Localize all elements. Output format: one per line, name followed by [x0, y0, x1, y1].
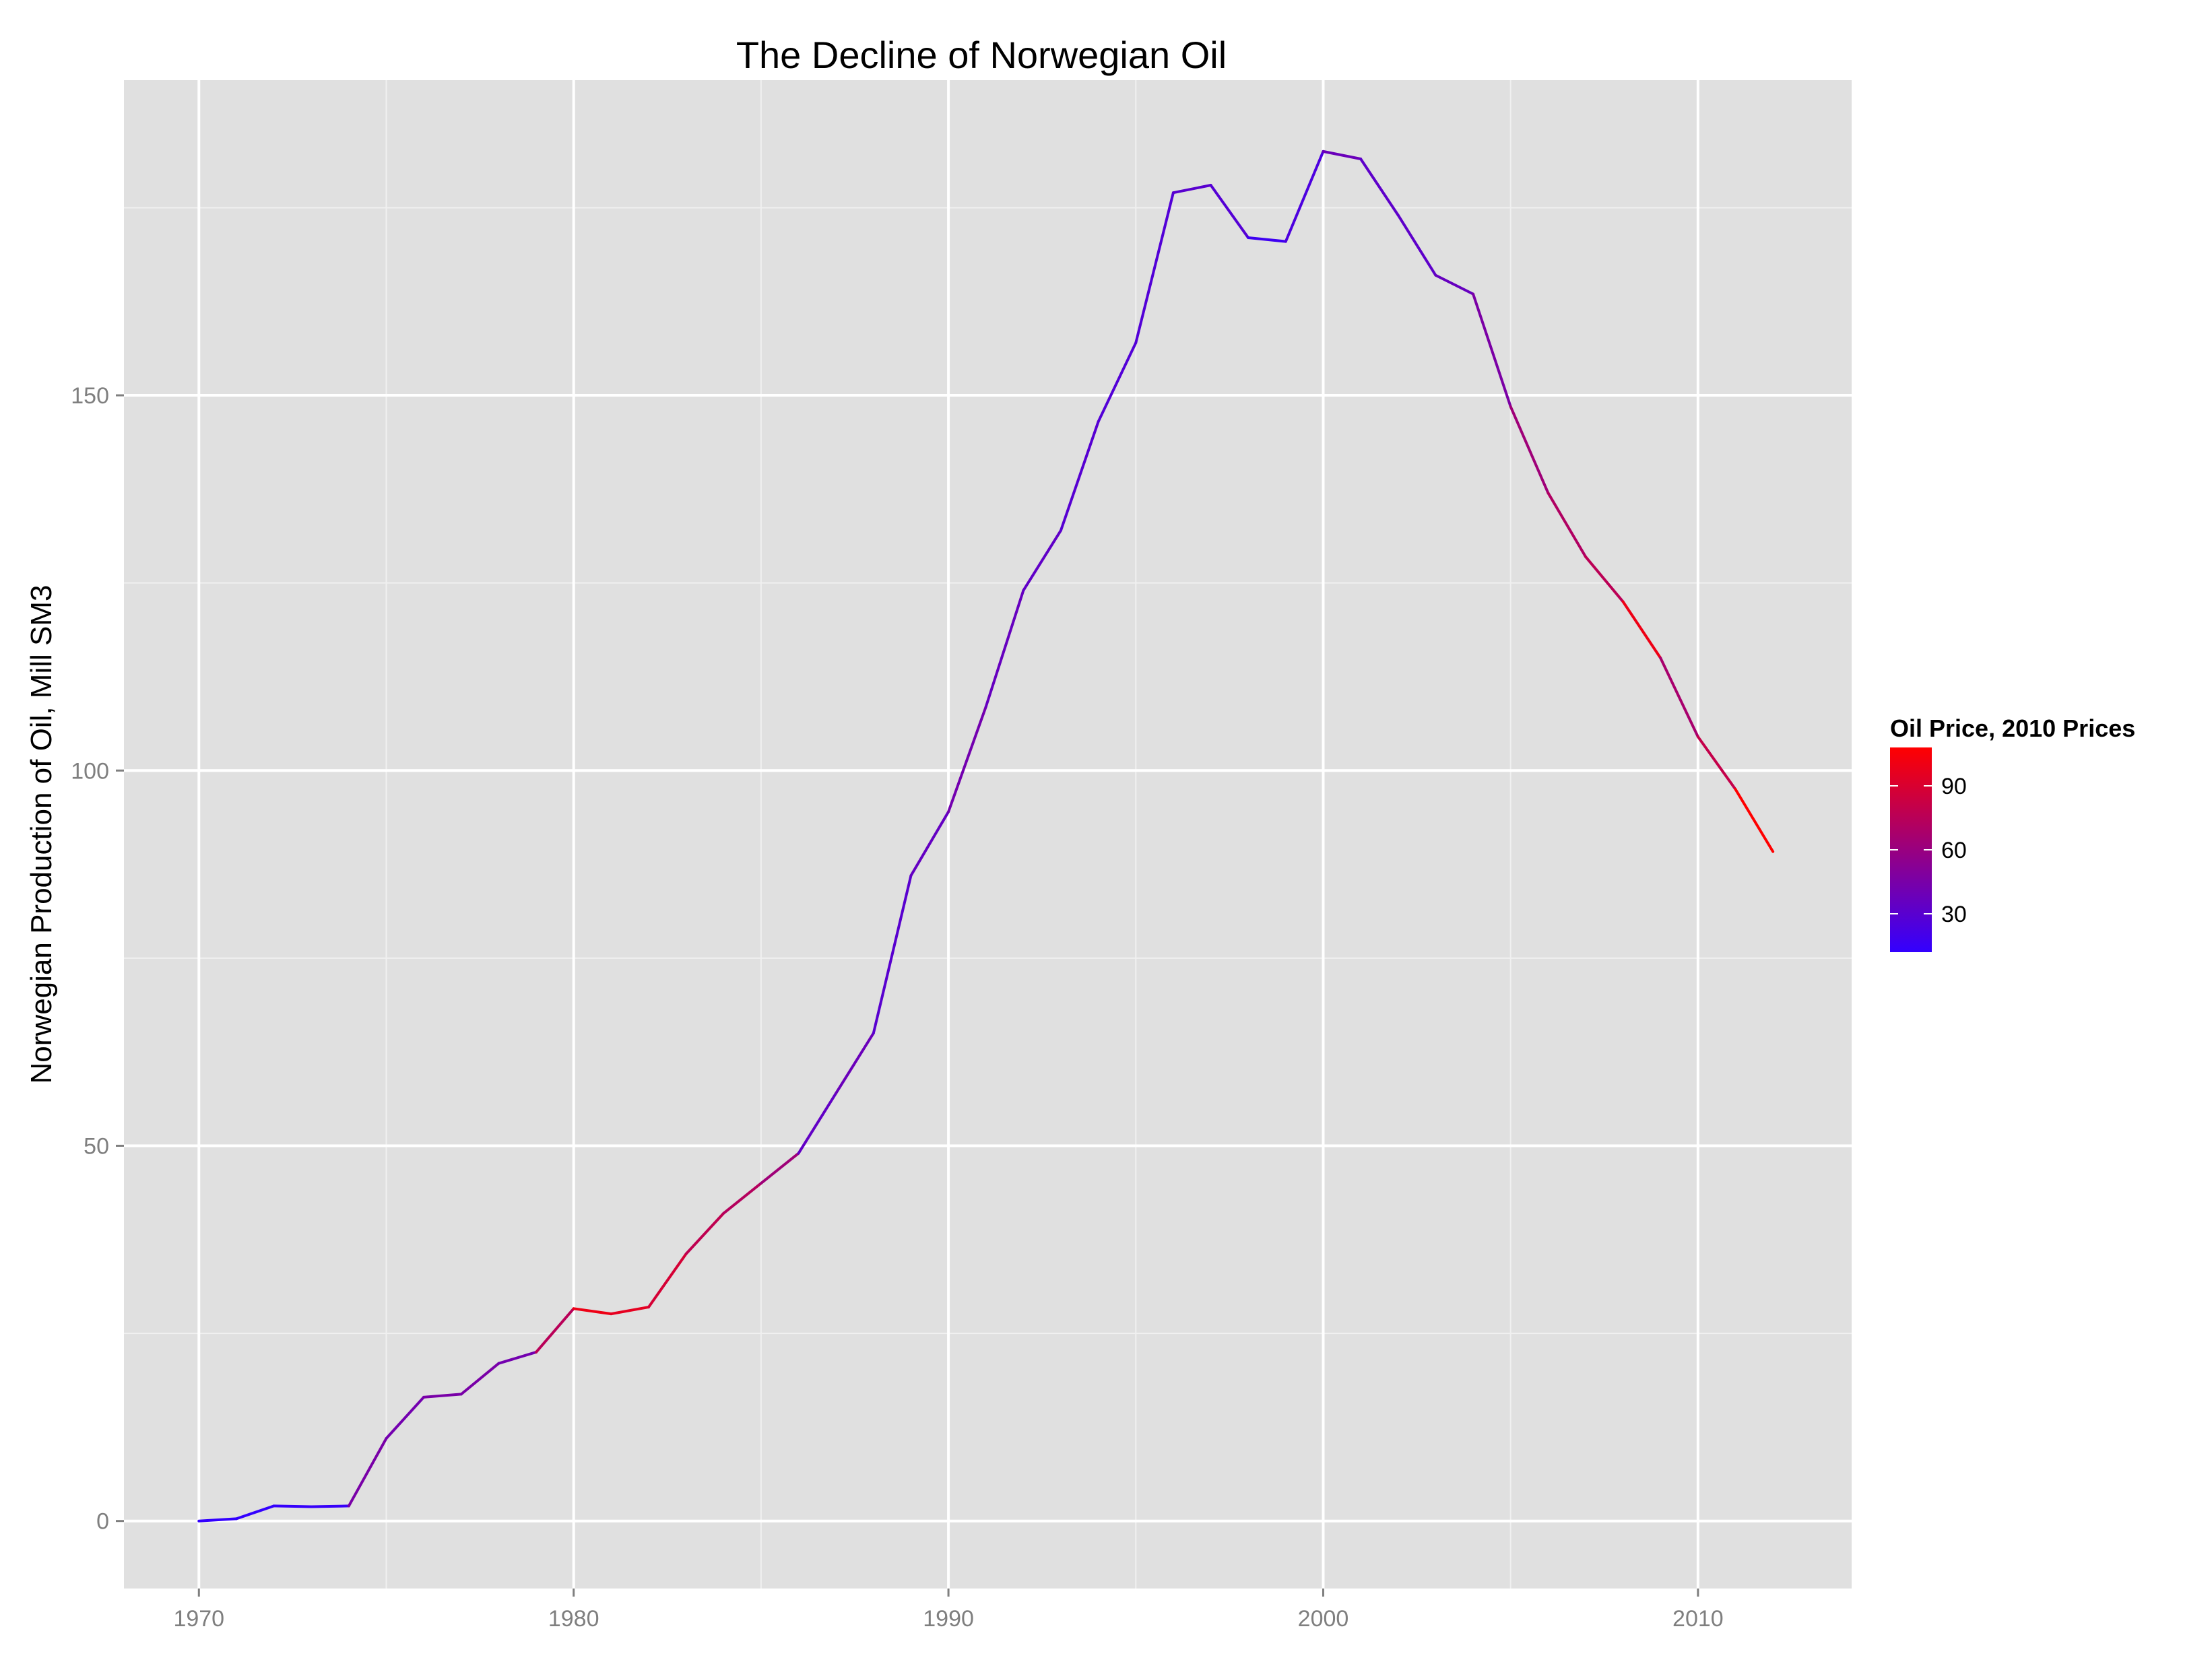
line-segment [497, 1350, 538, 1365]
line-segment [1396, 213, 1437, 277]
plot-panel [124, 80, 1852, 1589]
x-tick-label: 2010 [1672, 1606, 1724, 1632]
line-segment [347, 1437, 388, 1508]
line-segment [1022, 529, 1062, 592]
line-segment [722, 1182, 762, 1215]
line-segment [1584, 555, 1625, 603]
x-tick-label: 1980 [548, 1606, 599, 1632]
line-segment [1434, 273, 1475, 296]
line-segment [422, 1393, 463, 1399]
y-axis-label: Norwegian Production of Oil, Mill SM3 [25, 585, 58, 1084]
y-tick-label: 100 [71, 758, 109, 784]
line-segment [572, 1307, 613, 1316]
line-segment [797, 1092, 838, 1155]
line-segment [1472, 292, 1512, 408]
legend-tick-label: 30 [1941, 902, 1967, 927]
x-axis: 1970 1980 1990 2000 2010 [173, 1589, 1724, 1632]
line-segment [1359, 158, 1400, 217]
line-segment [1696, 735, 1737, 791]
x-tick-label: 1970 [173, 1606, 224, 1632]
line-segment [1134, 191, 1175, 345]
line-segment [872, 874, 913, 1035]
line-segment [1659, 657, 1699, 739]
line-segment [759, 1151, 800, 1185]
line-segment [197, 1517, 238, 1523]
chart-title: The Decline of Norwegian Oil [736, 34, 1227, 76]
line-segment [1209, 184, 1250, 240]
y-tick-label: 150 [71, 383, 109, 409]
legend-title: Oil Price, 2010 Prices [1890, 714, 2135, 742]
line-segment [1734, 788, 1775, 853]
line-segment [1509, 405, 1550, 494]
y-axis: 0 50 100 150 [71, 383, 124, 1535]
line-segment [1621, 600, 1662, 660]
line-segment [947, 705, 987, 813]
x-tick-label: 2000 [1298, 1606, 1349, 1632]
line-segment [1322, 149, 1363, 161]
line-segment [1097, 341, 1138, 424]
line-segment [385, 1395, 426, 1440]
line-segment [459, 1362, 500, 1396]
line-segment [610, 1306, 650, 1316]
legend-tick-label: 90 [1941, 774, 1967, 799]
y-tick-label: 50 [84, 1133, 109, 1159]
legend-tick-label: 60 [1941, 838, 1967, 863]
line-segment [1247, 236, 1287, 243]
line-segment [535, 1307, 575, 1354]
line-segment [1284, 149, 1325, 243]
y-tick-label: 0 [96, 1509, 109, 1535]
data-series [197, 149, 1775, 1523]
line-segment [1171, 184, 1212, 195]
minor-gridlines [124, 80, 1852, 1589]
line-segment [1059, 420, 1100, 532]
line-segment [684, 1211, 725, 1255]
x-tick-label: 1990 [923, 1606, 974, 1632]
line-segment [234, 1504, 275, 1521]
legend-ticks: 30 60 90 [1890, 774, 1967, 927]
line-segment [909, 810, 950, 877]
line-segment [835, 1032, 875, 1095]
line-segment [647, 1252, 688, 1309]
line-segment [1547, 491, 1587, 558]
legend: Oil Price, 2010 Prices 30 60 90 [1890, 714, 2135, 952]
line-segment [984, 589, 1025, 708]
major-gridlines [124, 80, 1852, 1589]
